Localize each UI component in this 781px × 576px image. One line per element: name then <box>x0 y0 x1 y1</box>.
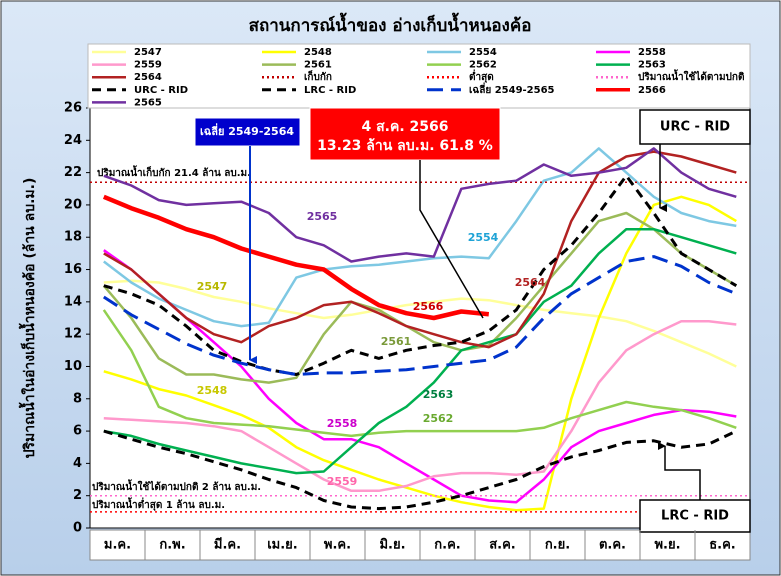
reference-label: ปริมาณน้ำเก็บกัก 21.4 ล้าน ลบ.ม. <box>97 165 251 179</box>
x-tick-label: พ.ค. <box>324 538 351 553</box>
series-line <box>103 319 737 493</box>
current-pointer <box>419 160 484 319</box>
minimum-note: ปริมาณน้ำต่ำสุด 1 ล้าน ลบ.ม. <box>92 497 225 511</box>
x-tick-label: มี.ค. <box>214 537 241 553</box>
lrc-arrow <box>658 442 701 500</box>
series-line <box>102 309 737 438</box>
series-line <box>103 195 737 512</box>
legend-label: เก็บกัก <box>304 69 332 83</box>
average-box <box>194 117 301 147</box>
series-label: 2554 <box>468 231 499 244</box>
legend-box <box>87 43 751 109</box>
urc-note: URC - RID <box>660 120 730 135</box>
y-tick-label: 26 <box>64 101 82 116</box>
average-note: เฉลี่ย 2549-2564 <box>200 123 294 138</box>
x-tick-label: ธ.ค. <box>709 538 736 553</box>
x-tick-label: พ.ย. <box>654 538 680 553</box>
annotations: เฉลี่ย 2549-2564 4 ส.ค. 2566 13.23 ล้าน … <box>92 107 751 533</box>
x-tick-label: ก.ค. <box>434 538 460 553</box>
urc-box <box>639 109 751 145</box>
legend-label: 2562 <box>469 60 497 71</box>
y-tick-label: 12 <box>64 327 82 342</box>
series-line <box>103 227 737 475</box>
legend-label: ต่ำสุด <box>469 69 494 83</box>
x-tick-label: ม.ค. <box>104 538 131 553</box>
x-tick-label: ก.ย. <box>545 538 570 553</box>
legend-label: 2566 <box>638 85 666 96</box>
legend-label: เฉลี่ย 2549-2565 <box>469 82 555 96</box>
x-tick-label: ต.ค. <box>599 538 626 553</box>
plot: ปริมาณน้ำเก็บกัก 21.4 ล้าน ลบ.ม. ปริมาณน้… <box>86 107 750 529</box>
series-label: 2563 <box>423 388 454 401</box>
series-label: 2562 <box>423 412 454 425</box>
chart-title: สถานการณ์น้ำของ อ่างเก็บน้ำหนองค้อ <box>249 12 532 36</box>
legend-label: LRC - RID <box>304 85 356 96</box>
legend-label: 2547 <box>134 47 162 58</box>
x-tick-label: ส.ค. <box>489 538 516 553</box>
current-note: 13.23 ล้าน ลบ.ม. 61.8 % <box>317 138 493 154</box>
y-tick-label: 22 <box>64 165 82 180</box>
legend-label: 2554 <box>469 47 497 58</box>
series-label: 2548 <box>197 384 228 397</box>
series-label: 2559 <box>327 475 358 488</box>
series-line <box>103 279 737 368</box>
current-box <box>309 107 501 161</box>
y-tick-label: 4 <box>73 456 82 471</box>
legend-label: 2558 <box>638 47 666 58</box>
legend-label: 2565 <box>134 97 162 108</box>
x-tick-label: มิ.ย. <box>379 538 405 553</box>
series-label: 2558 <box>327 417 358 430</box>
x-tick-label: เม.ย. <box>267 538 298 553</box>
y-tick-label: 20 <box>64 197 82 212</box>
y-tick-label: 14 <box>64 294 82 309</box>
series-line <box>102 255 737 376</box>
series-label: 2565 <box>307 210 338 223</box>
legend-label: 2561 <box>304 60 332 71</box>
lrc-note: LRC - RID <box>661 509 729 524</box>
series-line <box>103 147 737 328</box>
legend: 2547 2548 2554 2558 2559 2561 2562 2563 2564 เก็บ… <box>92 47 744 108</box>
legend-label: 2559 <box>134 60 162 71</box>
y-tick-label: 18 <box>64 230 82 245</box>
series-line <box>102 194 490 321</box>
y-axis-label: ปริมาณน้ำในอ่างเก็บน้ำหนองค้อ (ล้าน ลบ.ม… <box>18 178 38 459</box>
reference-label: ปริมาณน้ำใช้ได้ตามปกติ 2 ล้าน ลบ.ม. <box>92 479 261 493</box>
series-line <box>103 429 737 511</box>
legend-label: 2563 <box>638 60 666 71</box>
y-tick-label: 0 <box>73 521 82 536</box>
legend-label: URC - RID <box>134 85 188 96</box>
series-line <box>103 174 738 376</box>
x-tick-label: ก.พ. <box>159 538 185 553</box>
series-label: 2564 <box>515 276 546 289</box>
series-line <box>103 147 737 263</box>
y-tick-label: 16 <box>64 262 82 277</box>
legend-label: 2564 <box>134 72 162 83</box>
legend-label: ปริมาณน้ำใช้ได้ตามปกติ <box>638 69 744 83</box>
y-tick-label: 8 <box>73 391 82 406</box>
series-line <box>103 150 737 349</box>
y-tick-label: 2 <box>73 488 82 503</box>
current-note: 4 ส.ค. 2566 <box>361 119 448 135</box>
series-label: 2547 <box>197 280 228 293</box>
y-tick-label: 10 <box>64 359 82 374</box>
series-line <box>102 211 737 384</box>
y-tick-label: 24 <box>64 133 82 148</box>
series-label: 2561 <box>381 335 412 348</box>
y-tick-label: 6 <box>73 424 82 439</box>
series-line <box>103 249 737 504</box>
series-label: 2566 <box>413 300 444 313</box>
legend-label: 2548 <box>304 47 332 58</box>
